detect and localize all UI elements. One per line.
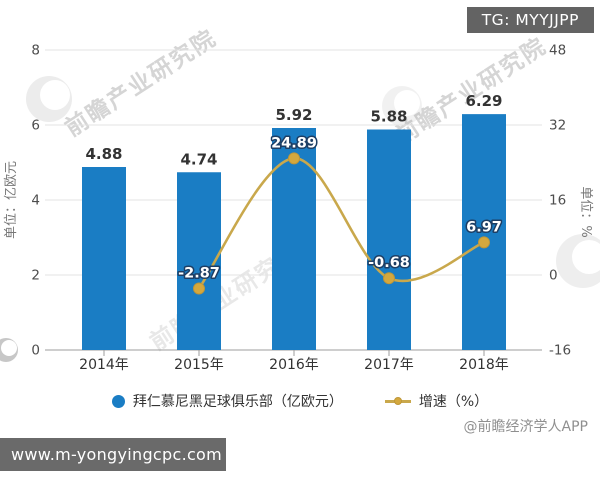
- legend-label-revenue: 拜仁慕尼黑足球俱乐部（亿欧元）: [132, 394, 343, 410]
- chart-legend: 拜仁慕尼黑足球俱乐部（亿欧元） 增速（%）: [0, 391, 600, 411]
- legend-label-growth: 增速（%）: [418, 394, 489, 410]
- legend-bar-marker-icon: [111, 394, 125, 408]
- x-axis-label: 2016年: [269, 357, 319, 373]
- legend-item-growth: 增速（%）: [384, 391, 489, 411]
- brand-logo-watermark: [0, 338, 18, 362]
- revenue-growth-combo-chart: 0 2 4 6 8 -16 0 16 32 48 2014年 2015年 2016年 2017年 2018年…: [4, 43, 593, 374]
- brand-logo-crescent: [1, 340, 17, 356]
- growth-line: [197, 157, 485, 290]
- bar-2014年: [82, 167, 126, 350]
- brand-logo-watermark: [556, 234, 600, 288]
- left-axis-tick-label: 2: [31, 268, 40, 284]
- brand-logo-crescent: [394, 90, 420, 116]
- right-axis-tick-label: 0: [549, 268, 558, 284]
- brand-logo-crescent: [40, 80, 70, 110]
- brand-logo-watermark: [26, 76, 72, 122]
- x-axis-label: 2017年: [364, 357, 414, 373]
- bar-value-label: 6.29: [465, 92, 502, 110]
- x-axis-label: 2018年: [459, 357, 509, 373]
- right-axis-title: 单位：%: [578, 186, 593, 237]
- line-value-label: 6.97: [466, 219, 502, 235]
- footer-url-bar: www.m-yongyingcpc.com: [0, 438, 226, 471]
- bar-value-label: 5.92: [275, 106, 312, 124]
- right-axis-tick-label: 32: [549, 118, 566, 134]
- left-axis-title: 单位：亿欧元: [4, 161, 19, 239]
- right-axis-tick-label: -16: [549, 343, 571, 359]
- x-axis-label: 2014年: [79, 357, 129, 373]
- left-axis-tick-label: 6: [31, 118, 40, 134]
- line-point-2018年: [478, 236, 490, 249]
- line-point-2015年: [193, 282, 205, 295]
- bar-value-label: 4.88: [85, 145, 122, 163]
- line-point-2016年: [288, 152, 300, 165]
- right-axis-tick-label: 16: [549, 193, 566, 209]
- line-point-2017年: [383, 272, 395, 285]
- legend-line-marker-icon: [384, 395, 411, 408]
- left-axis-tick-label: 4: [31, 193, 40, 209]
- right-axis-tick-label: 48: [549, 43, 566, 59]
- brand-logo-watermark: [382, 86, 422, 126]
- x-axis-label: 2015年: [174, 357, 224, 373]
- line-value-label: -2.87: [178, 265, 220, 281]
- bar-2017年: [367, 129, 411, 350]
- line-value-label: 24.89: [271, 135, 317, 151]
- left-axis-tick-label: 8: [31, 43, 40, 59]
- line-value-label: -0.68: [368, 255, 410, 271]
- legend-item-revenue: 拜仁慕尼黑足球俱乐部（亿欧元）: [111, 391, 343, 411]
- attribution-text: @前瞻经济学人APP: [463, 419, 588, 435]
- bar-value-label: 5.88: [370, 108, 407, 126]
- bar-value-label: 4.74: [180, 150, 217, 168]
- tg-contact-badge: TG: MYYJJPP: [466, 7, 594, 33]
- brand-logo-crescent: [572, 240, 600, 274]
- left-axis-tick-label: 0: [31, 343, 40, 359]
- bar-2018年: [462, 114, 506, 350]
